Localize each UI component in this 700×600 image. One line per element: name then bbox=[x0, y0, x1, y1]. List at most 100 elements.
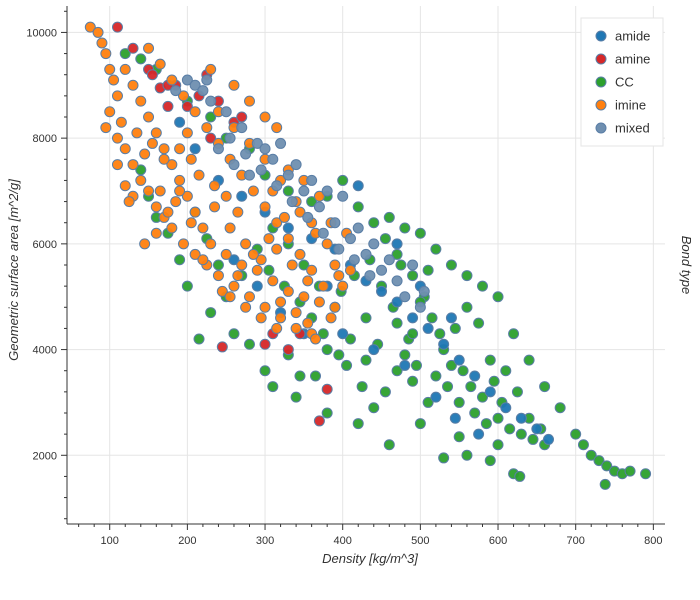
data-point-imine bbox=[174, 174, 186, 186]
data-point-imine bbox=[240, 238, 252, 250]
data-point-imine bbox=[189, 248, 201, 260]
legend-marker bbox=[595, 76, 607, 88]
data-point-amide bbox=[337, 328, 349, 340]
data-point-amine bbox=[321, 383, 333, 395]
data-point-cc bbox=[492, 412, 504, 424]
data-point-imine bbox=[244, 95, 256, 107]
legend-title: Bond type bbox=[679, 236, 694, 295]
data-point-mixed bbox=[286, 196, 298, 208]
data-point-cc bbox=[360, 354, 372, 366]
data-point-imine bbox=[240, 301, 252, 313]
data-point-imine bbox=[154, 185, 166, 197]
data-point-mixed bbox=[337, 190, 349, 202]
data-point-cc bbox=[383, 439, 395, 451]
data-point-imine bbox=[146, 137, 158, 149]
data-point-imine bbox=[143, 111, 155, 123]
data-point-cc bbox=[294, 370, 306, 382]
data-point-mixed bbox=[333, 243, 345, 255]
data-point-cc bbox=[310, 370, 322, 382]
data-point-imine bbox=[205, 63, 217, 75]
x-tick-label: 100 bbox=[101, 535, 119, 547]
legend-marker bbox=[595, 30, 607, 42]
legend-item-mixed: mixed bbox=[595, 121, 650, 136]
data-point-amine bbox=[111, 21, 123, 33]
data-point-cc bbox=[585, 449, 597, 461]
data-point-imine bbox=[344, 264, 356, 276]
data-point-amine bbox=[313, 415, 325, 427]
data-point-cc bbox=[379, 386, 391, 398]
data-point-imine bbox=[100, 48, 112, 60]
y-tick-label: 6000 bbox=[33, 239, 57, 251]
data-point-cc bbox=[337, 174, 349, 186]
data-point-imine bbox=[119, 143, 131, 155]
data-point-mixed bbox=[271, 180, 283, 192]
data-point-imine bbox=[150, 227, 162, 239]
data-point-imine bbox=[310, 333, 322, 345]
data-point-amide bbox=[484, 386, 496, 398]
data-point-imine bbox=[150, 127, 162, 139]
data-point-cc bbox=[465, 381, 477, 393]
data-point-cc bbox=[422, 264, 434, 276]
data-point-cc bbox=[298, 259, 310, 271]
data-point-imine bbox=[181, 190, 193, 202]
data-point-cc bbox=[414, 418, 426, 430]
data-point-mixed bbox=[251, 137, 263, 149]
data-point-cc bbox=[410, 359, 422, 371]
data-point-cc bbox=[379, 233, 391, 245]
data-point-imine bbox=[259, 111, 271, 123]
data-point-cc bbox=[391, 317, 403, 329]
data-point-imine bbox=[135, 95, 147, 107]
data-point-mixed bbox=[376, 264, 388, 276]
data-point-cc bbox=[135, 164, 147, 176]
data-point-imine bbox=[294, 248, 306, 260]
data-point-cc bbox=[640, 468, 652, 480]
data-point-cc bbox=[434, 328, 446, 340]
y-tick-label: 8000 bbox=[33, 133, 57, 145]
data-point-amide bbox=[352, 180, 364, 192]
data-point-amide bbox=[453, 354, 465, 366]
data-point-cc bbox=[407, 328, 419, 340]
data-point-mixed bbox=[352, 222, 364, 234]
data-point-imine bbox=[294, 206, 306, 218]
data-point-amide bbox=[430, 391, 442, 403]
data-point-imine bbox=[321, 238, 333, 250]
data-point-imine bbox=[119, 63, 131, 75]
data-point-cc bbox=[438, 452, 450, 464]
data-point-imine bbox=[255, 254, 267, 266]
data-point-imine bbox=[111, 159, 123, 171]
data-point-imine bbox=[259, 201, 271, 213]
data-point-mixed bbox=[360, 248, 372, 260]
data-point-imine bbox=[209, 201, 221, 213]
data-point-cc bbox=[461, 301, 473, 313]
data-point-amine bbox=[127, 42, 139, 54]
data-point-imine bbox=[317, 280, 329, 292]
data-point-amide bbox=[473, 428, 485, 440]
data-point-cc bbox=[383, 211, 395, 223]
data-point-cc bbox=[306, 196, 318, 208]
data-point-mixed bbox=[236, 122, 248, 134]
data-point-imine bbox=[216, 285, 228, 297]
data-point-imine bbox=[329, 301, 341, 313]
data-point-amine bbox=[236, 111, 248, 123]
data-point-imine bbox=[282, 233, 294, 245]
x-tick-label: 400 bbox=[334, 535, 352, 547]
data-point-cc bbox=[181, 280, 193, 292]
data-point-amide bbox=[438, 338, 450, 350]
data-point-mixed bbox=[290, 159, 302, 171]
data-point-imine bbox=[247, 185, 259, 197]
data-point-cc bbox=[135, 53, 147, 65]
data-point-imine bbox=[201, 122, 213, 134]
data-point-imine bbox=[244, 291, 256, 303]
data-point-imine bbox=[282, 285, 294, 297]
y-axis-ticks: 2000 4000 6000 8000 10000 bbox=[26, 10, 67, 520]
data-point-cc bbox=[244, 338, 256, 350]
data-point-imine bbox=[127, 79, 139, 91]
data-point-mixed bbox=[302, 211, 314, 223]
data-point-cc bbox=[449, 322, 461, 334]
data-point-imine bbox=[302, 317, 314, 329]
legend-marker bbox=[595, 53, 607, 65]
data-point-imine bbox=[329, 259, 341, 271]
data-point-amide bbox=[407, 312, 419, 324]
data-point-imine bbox=[290, 322, 302, 334]
data-point-mixed bbox=[240, 148, 252, 160]
